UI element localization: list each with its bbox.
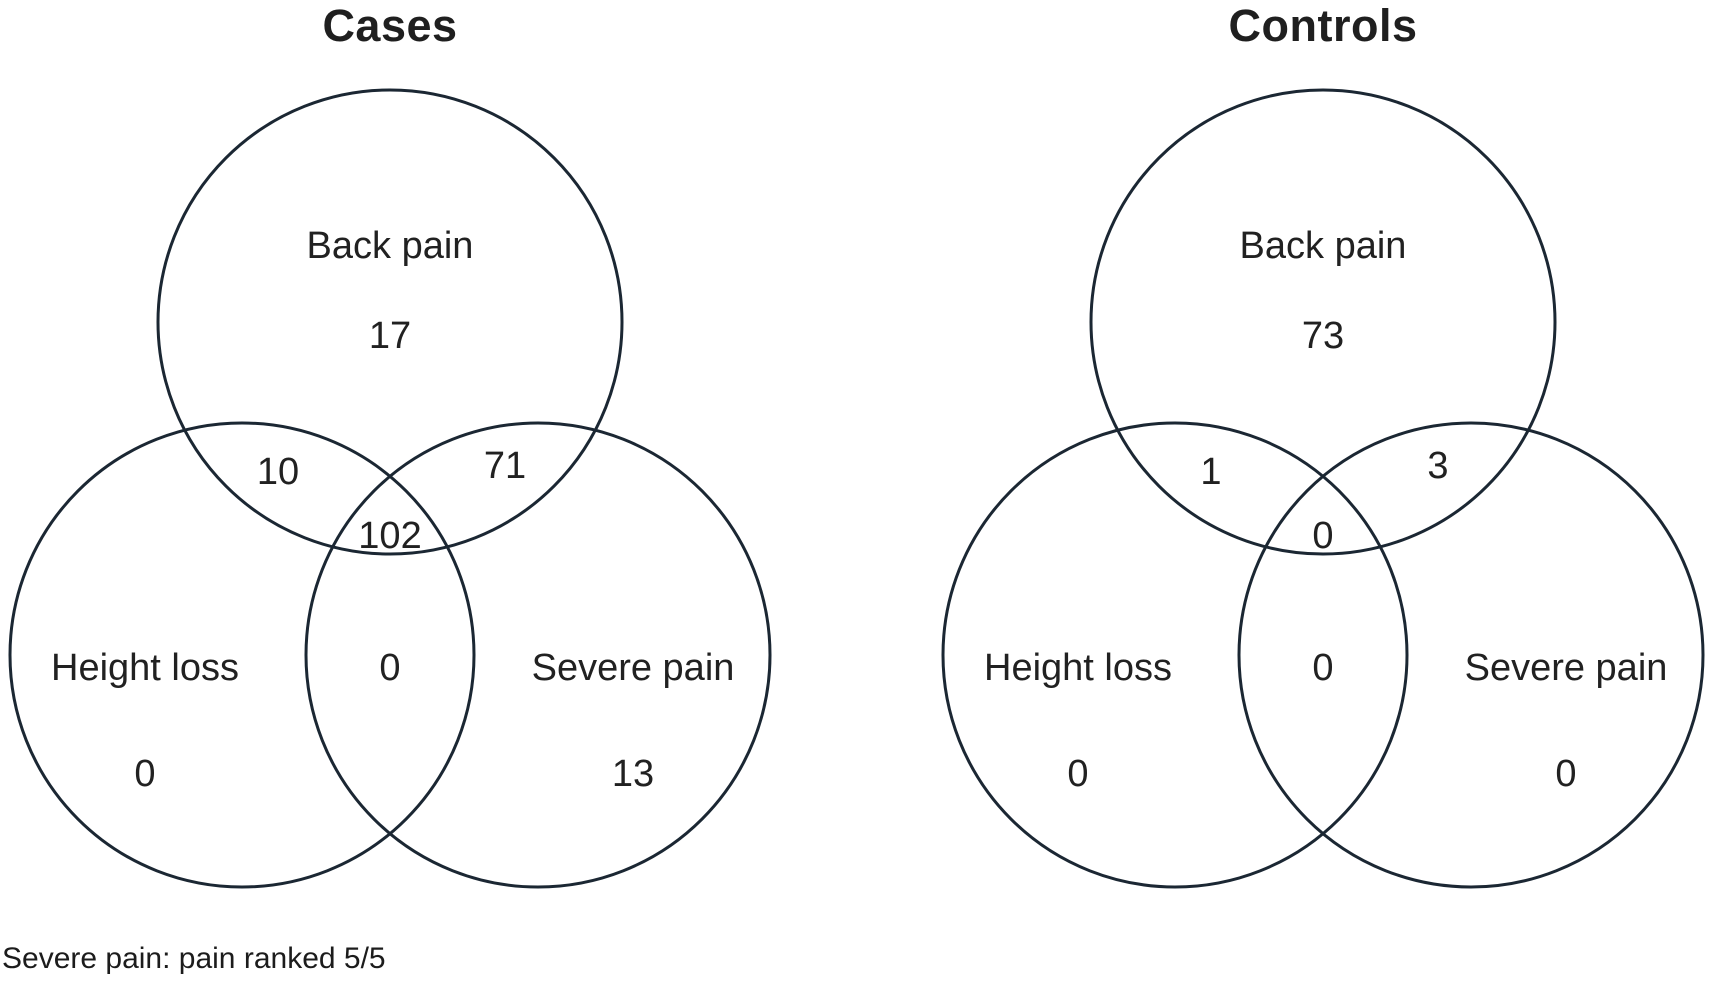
count-severe-pain-only: 0 xyxy=(1555,753,1576,795)
set-label-severe-pain: Severe pain xyxy=(532,647,735,689)
count-back-pain-only: 73 xyxy=(1302,315,1344,357)
count-back-pain-height-loss: 10 xyxy=(257,451,299,493)
count-height-loss-only: 0 xyxy=(1067,753,1088,795)
circle-back-pain xyxy=(1089,88,1557,556)
count-back-pain-severe-pain: 3 xyxy=(1427,445,1448,487)
circle-severe-pain xyxy=(304,421,772,889)
footnote: Severe pain: pain ranked 5/5 xyxy=(2,942,386,975)
set-label-height-loss: Height loss xyxy=(984,647,1172,689)
set-label-back-pain: Back pain xyxy=(307,225,474,267)
venn-svg-cases: Back pain 17 10 71 102 Height loss 0 Sev… xyxy=(8,88,772,889)
venn-diagram-controls: Controls Back pain 73 1 3 0 Height loss … xyxy=(928,0,1710,920)
diagram-title-cases: Cases xyxy=(322,0,458,51)
count-all-three: 102 xyxy=(358,515,421,557)
count-height-loss-severe-pain: 0 xyxy=(1312,647,1333,689)
count-height-loss-only: 0 xyxy=(134,753,155,795)
count-back-pain-severe-pain: 71 xyxy=(484,445,526,487)
set-label-height-loss: Height loss xyxy=(51,647,239,689)
diagram-title-controls: Controls xyxy=(1228,0,1418,51)
count-severe-pain-only: 13 xyxy=(612,753,654,795)
venn-svg-controls: Back pain 73 1 3 0 Height loss 0 Severe … xyxy=(941,88,1705,889)
count-all-three: 0 xyxy=(1312,515,1333,557)
venn-diagram-cases: Cases Back pain 17 10 71 102 Height loss… xyxy=(0,0,785,920)
set-label-back-pain: Back pain xyxy=(1240,225,1407,267)
circle-severe-pain xyxy=(1237,421,1705,889)
circle-back-pain xyxy=(156,88,624,556)
circle-height-loss xyxy=(941,421,1409,889)
circle-height-loss xyxy=(8,421,476,889)
set-label-severe-pain: Severe pain xyxy=(1465,647,1668,689)
count-back-pain-only: 17 xyxy=(369,315,411,357)
count-back-pain-height-loss: 1 xyxy=(1200,451,1221,493)
count-height-loss-severe-pain: 0 xyxy=(379,647,400,689)
